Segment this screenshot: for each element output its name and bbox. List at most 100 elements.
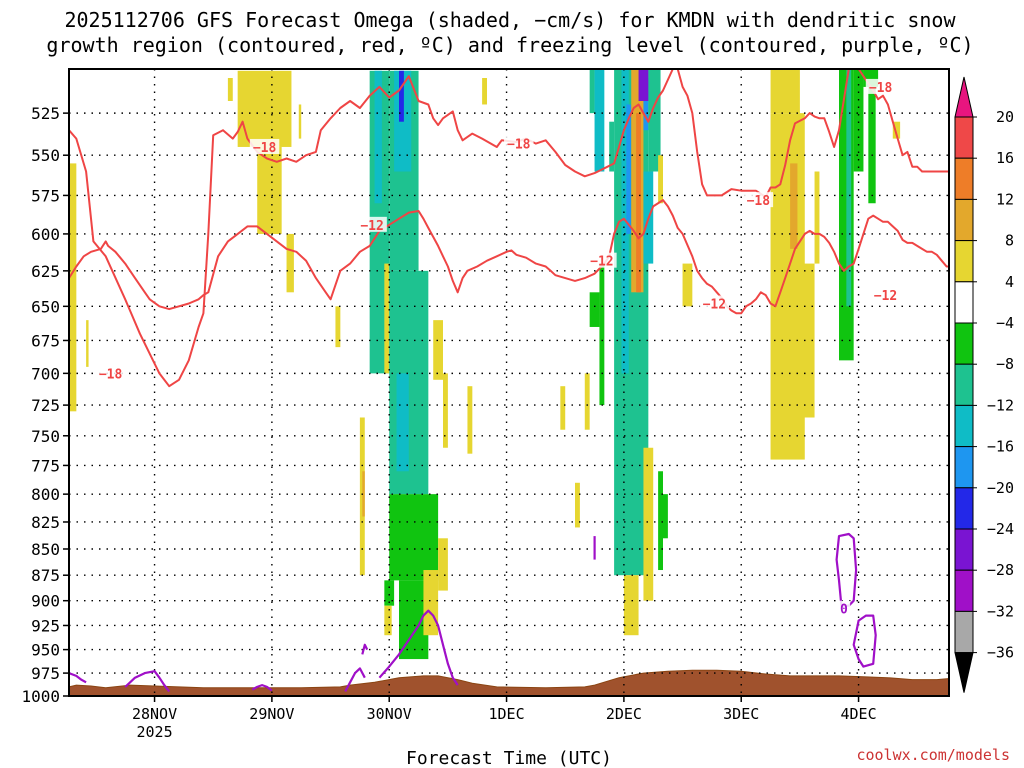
omega-cell xyxy=(623,575,639,636)
colorbar-swatch xyxy=(954,528,974,571)
dgz-contour-line xyxy=(68,199,949,315)
omega-cell xyxy=(638,69,649,101)
colorbar-label: 4 xyxy=(1005,273,1014,291)
freezing-contour-line xyxy=(361,643,369,655)
omega-cell xyxy=(335,306,341,348)
omega-cell xyxy=(286,233,294,293)
colorbar-swatch xyxy=(954,487,974,530)
colorbar-label: 16 xyxy=(996,149,1014,167)
omega-cell xyxy=(560,386,566,430)
contour-label-bg xyxy=(357,216,387,232)
y-tick-label: 550 xyxy=(31,146,60,165)
omega-cell xyxy=(384,580,395,606)
contour-label: −12 xyxy=(360,219,383,234)
omega-cell xyxy=(482,78,487,105)
y-tick-label: 750 xyxy=(31,427,60,446)
omega-cell xyxy=(643,78,649,131)
omega-cell xyxy=(69,163,77,412)
freezing-contours: 0 xyxy=(68,532,877,693)
omega-cell xyxy=(599,263,605,406)
omega-cell xyxy=(790,163,798,249)
omega-cell xyxy=(389,494,439,581)
dgz-contour-line xyxy=(68,68,949,388)
x-tick-label: 29NOV xyxy=(249,705,294,723)
omega-cell xyxy=(643,447,654,601)
colorbar-label: −4 xyxy=(996,314,1014,332)
omega-cell xyxy=(589,69,595,114)
y-tick-label: 925 xyxy=(31,616,60,635)
omega-cell xyxy=(770,69,800,114)
contour-label: −18 xyxy=(507,138,531,153)
contour-label-bg xyxy=(837,600,851,616)
omega-cell xyxy=(892,121,901,139)
omega-cell xyxy=(584,373,590,430)
omega-cell xyxy=(770,113,805,460)
colorbar-swatch xyxy=(954,322,974,365)
omega-cell xyxy=(298,104,302,139)
colorbar-swatch xyxy=(954,281,974,324)
contour-label-bg xyxy=(504,135,534,151)
x-tick-label: 2DEC xyxy=(606,705,642,723)
freezing-contour-line xyxy=(344,667,366,693)
omega-shading xyxy=(69,69,901,660)
colorbar-swatch xyxy=(954,446,974,489)
contour-label: −12 xyxy=(703,298,726,313)
omega-cell xyxy=(362,471,365,517)
y-tick-label: 775 xyxy=(31,456,60,475)
colorbar-max-arrow xyxy=(954,76,974,118)
contour-label-bg xyxy=(865,78,896,94)
colorbar-label: −24 xyxy=(987,520,1014,538)
colorbar-swatch xyxy=(954,198,974,242)
colorbar-swatch xyxy=(954,240,974,283)
y-tick-label: 800 xyxy=(31,485,60,504)
colorbar-label: −20 xyxy=(987,479,1014,497)
gridlines xyxy=(69,69,949,696)
plot-frame xyxy=(68,68,950,697)
omega-cell xyxy=(467,386,473,454)
contour-label: −12 xyxy=(874,289,897,304)
omega-cell xyxy=(384,605,392,636)
colorbar-label: 12 xyxy=(996,190,1014,208)
omega-cell xyxy=(399,70,404,122)
colorbar-swatch xyxy=(954,116,974,159)
omega-cell xyxy=(433,320,443,380)
colorbar-swatch xyxy=(954,610,974,654)
colorbar-swatch xyxy=(954,404,974,448)
omega-cell xyxy=(658,155,663,204)
y-tick-label: 975 xyxy=(31,664,60,683)
colorbar-swatch xyxy=(954,157,974,200)
colorbar-min-arrow xyxy=(954,652,974,693)
colorbar-label: −8 xyxy=(996,355,1014,373)
y-tick-label: 1000 xyxy=(21,687,60,706)
omega-cell xyxy=(374,70,382,204)
contour-label-bg xyxy=(743,192,774,208)
omega-cell xyxy=(648,69,661,172)
freezing-contour-line xyxy=(378,609,459,686)
x-tick-label: 28NOV xyxy=(132,705,177,723)
contour-label: −18 xyxy=(253,141,277,156)
omega-cell xyxy=(594,69,605,172)
omega-cell xyxy=(443,373,448,448)
y-tick-label: 675 xyxy=(31,331,60,350)
omega-cell xyxy=(575,482,580,528)
y-tick-label: 875 xyxy=(31,566,60,585)
y-tick-label: 725 xyxy=(31,396,60,415)
y-axis: 525 550 575 600 625 650 675 700 725 750 775 800 825 8… xyxy=(21,104,69,706)
omega-cell xyxy=(359,417,365,576)
colorbar-label: 20 xyxy=(996,108,1014,126)
omega-cell xyxy=(438,538,448,591)
contour-label-bg xyxy=(699,295,730,311)
omega-cell xyxy=(626,104,632,234)
omega-cell xyxy=(423,570,439,636)
colorbar-label: −36 xyxy=(987,644,1014,662)
colorbar-label: −28 xyxy=(987,561,1014,579)
omega-cell xyxy=(609,121,615,172)
contour-label: 0 xyxy=(840,603,848,618)
omega-cell xyxy=(868,86,876,204)
contour-label-bg xyxy=(95,365,126,381)
x-axis-label: Forecast Time (UTC) xyxy=(406,748,612,768)
contour-label-bg xyxy=(249,138,280,154)
freezing-contour-line xyxy=(251,684,273,692)
